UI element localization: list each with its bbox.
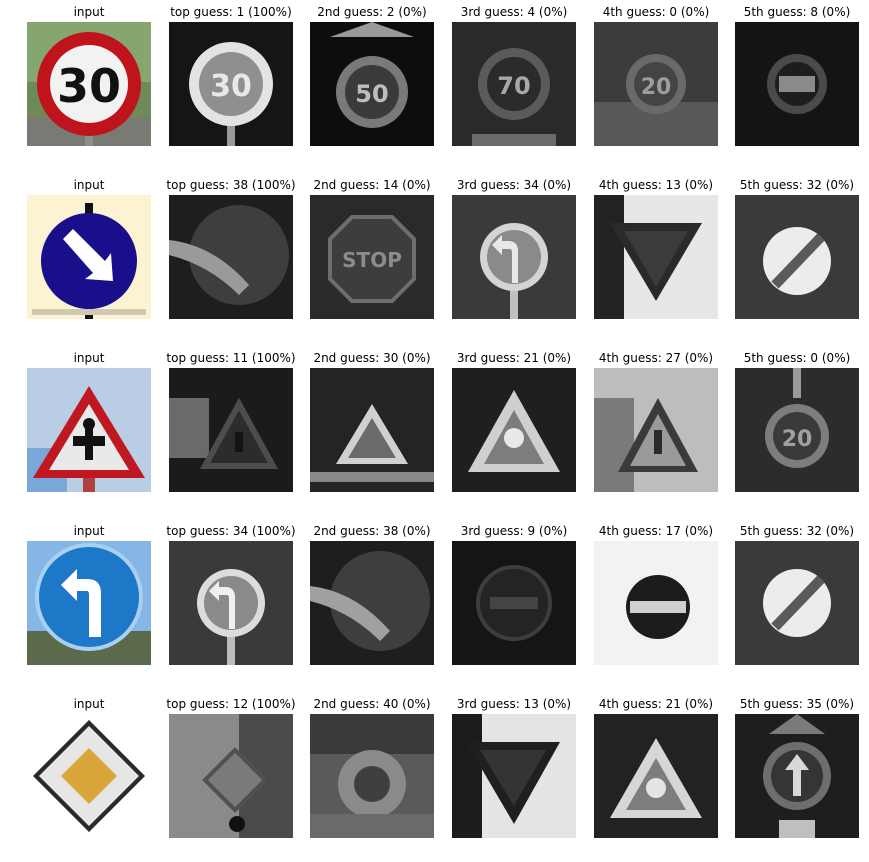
guess-title: 3rd guess: 4 (0%) bbox=[460, 5, 568, 19]
speed-limit-sign-icon: 20 bbox=[594, 22, 718, 146]
guess-title: 4th guess: 13 (0%) bbox=[598, 178, 714, 192]
warning-sign-icon bbox=[594, 368, 718, 492]
keep-right-sign-icon bbox=[27, 195, 151, 319]
warning-sign-icon bbox=[169, 368, 293, 492]
sign-number: 30 bbox=[57, 59, 121, 113]
priority-road-sign-icon bbox=[169, 714, 293, 838]
speed-limit-sign-icon: 50 bbox=[310, 22, 434, 146]
svg-text:70: 70 bbox=[497, 72, 530, 100]
guess-title: 3rd guess: 13 (0%) bbox=[456, 697, 572, 711]
guess-title: 3rd guess: 21 (0%) bbox=[456, 351, 572, 365]
guess-title: 5th guess: 32 (0%) bbox=[739, 524, 855, 538]
guess-title: 5th guess: 32 (0%) bbox=[739, 178, 855, 192]
input-title: input bbox=[73, 5, 105, 19]
speed-limit-30-sign-icon: 30 bbox=[27, 22, 151, 146]
keep-right-sign-icon bbox=[310, 541, 434, 665]
keep-right-sign-icon bbox=[169, 195, 293, 319]
ahead-only-sign-icon bbox=[735, 714, 859, 838]
warning-sign-icon bbox=[594, 714, 718, 838]
guess-title: top guess: 1 (100%) bbox=[170, 5, 292, 19]
guess-title: 5th guess: 8 (0%) bbox=[743, 5, 851, 19]
guess-title: top guess: 38 (100%) bbox=[166, 178, 296, 192]
svg-text:20: 20 bbox=[641, 75, 672, 100]
input-title: input bbox=[73, 697, 105, 711]
input-title: input bbox=[73, 178, 105, 192]
turn-left-ahead-sign-icon bbox=[27, 541, 151, 665]
guess-title: 5th guess: 35 (0%) bbox=[739, 697, 855, 711]
guess-title: 4th guess: 17 (0%) bbox=[598, 524, 714, 538]
warning-sign-icon bbox=[452, 368, 576, 492]
end-of-limits-sign-icon bbox=[735, 195, 859, 319]
guess-title: 4th guess: 27 (0%) bbox=[598, 351, 714, 365]
speed-limit-sign-icon: 70 bbox=[452, 22, 576, 146]
guess-title: 3rd guess: 34 (0%) bbox=[456, 178, 572, 192]
svg-text:50: 50 bbox=[355, 80, 388, 108]
warning-sign-icon bbox=[310, 368, 434, 492]
guess-title: 4th guess: 0 (0%) bbox=[602, 5, 710, 19]
guess-title: 4th guess: 21 (0%) bbox=[598, 697, 714, 711]
input-title: input bbox=[73, 351, 105, 365]
turn-left-ahead-sign-icon bbox=[169, 541, 293, 665]
no-entry-sign-icon bbox=[594, 541, 718, 665]
stop-sign-icon: STOP bbox=[310, 195, 434, 319]
guess-title: top guess: 34 (100%) bbox=[166, 524, 296, 538]
speed-limit-sign-icon bbox=[735, 22, 859, 146]
end-of-limits-sign-icon bbox=[735, 541, 859, 665]
guess-title: 2nd guess: 40 (0%) bbox=[313, 697, 431, 711]
priority-road-sign-icon bbox=[27, 714, 151, 838]
yield-sign-icon bbox=[452, 714, 576, 838]
guess-title: 5th guess: 0 (0%) bbox=[743, 351, 851, 365]
speed-limit-sign-icon: 30 bbox=[169, 22, 293, 146]
guess-title: top guess: 11 (100%) bbox=[166, 351, 296, 365]
speed-limit-sign-icon: 20 bbox=[735, 368, 859, 492]
svg-text:20: 20 bbox=[782, 427, 813, 452]
guess-title: 3rd guess: 9 (0%) bbox=[460, 524, 568, 538]
svg-text:30: 30 bbox=[210, 69, 252, 104]
guess-title: 2nd guess: 30 (0%) bbox=[313, 351, 431, 365]
guess-title: 2nd guess: 2 (0%) bbox=[317, 5, 427, 19]
input-title: input bbox=[73, 524, 105, 538]
svg-text:STOP: STOP bbox=[342, 248, 402, 272]
guess-title: 2nd guess: 14 (0%) bbox=[313, 178, 431, 192]
guess-title: top guess: 12 (100%) bbox=[166, 697, 296, 711]
roundabout-sign-icon bbox=[310, 714, 434, 838]
turn-left-ahead-sign-icon bbox=[452, 195, 576, 319]
right-of-way-warning-sign-icon bbox=[27, 368, 151, 492]
yield-sign-icon bbox=[594, 195, 718, 319]
no-passing-sign-icon bbox=[452, 541, 576, 665]
guess-title: 2nd guess: 38 (0%) bbox=[313, 524, 431, 538]
